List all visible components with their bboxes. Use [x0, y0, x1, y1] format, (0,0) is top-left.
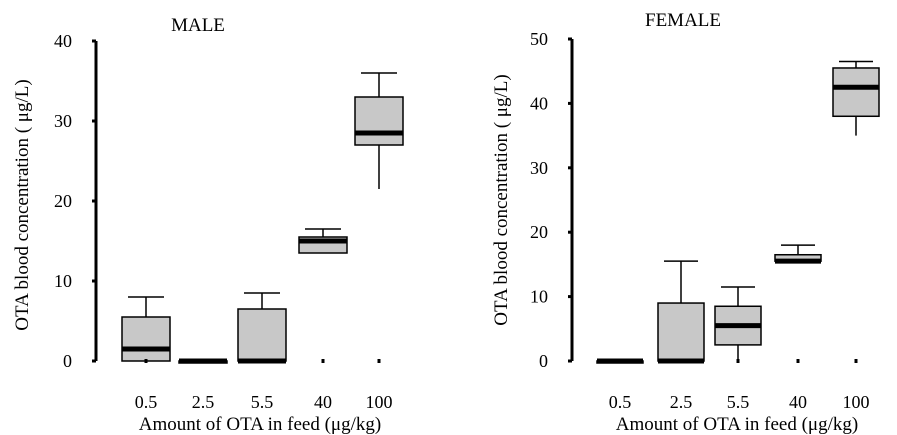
y-axis: 0 10 20 30 40 50	[530, 29, 574, 371]
x-tick-labels: 0.5 2.5 5.5 40 100	[609, 359, 870, 412]
x-tick-label: 0.5	[135, 392, 158, 412]
chart-title: MALE	[171, 15, 225, 36]
box-100	[354, 72, 404, 189]
male-panel: MALE OTA blood concentration ( μg/L) Amo…	[12, 15, 404, 435]
y-axis-label: OTA blood concentration ( μg/L)	[491, 74, 512, 325]
box-body	[657, 302, 705, 362]
box-2.5	[657, 260, 705, 364]
box-100	[832, 60, 880, 136]
female-panel: FEMALE OTA blood concentration ( μg/L) A…	[491, 10, 880, 435]
y-tick-label: 30	[54, 111, 72, 131]
x-tick-label: 5.5	[727, 392, 750, 412]
x-axis-label: Amount of OTA in feed (μg/kg)	[139, 414, 381, 435]
y-tick-label: 10	[530, 287, 548, 307]
x-tick-label: 100	[843, 392, 870, 412]
y-tick-label: 0	[63, 351, 72, 371]
box-5.5	[237, 292, 287, 364]
x-tick-label: 100	[366, 392, 393, 412]
y-tick-label: 20	[54, 191, 72, 211]
y-tick-label: 30	[530, 158, 548, 178]
x-tick-labels: 0.5 2.5 5.5 40 100	[135, 359, 393, 412]
y-tick-label: 40	[530, 93, 548, 113]
box-body	[354, 96, 404, 146]
y-axis: 0 10 20 30 40	[54, 31, 98, 371]
x-axis-label: Amount of OTA in feed (μg/kg)	[616, 414, 858, 435]
box-plots	[121, 72, 404, 364]
y-tick-label: 20	[530, 222, 548, 242]
x-tick-label: 2.5	[192, 392, 215, 412]
x-tick-label: 40	[789, 392, 807, 412]
box-0.5	[121, 296, 171, 362]
box-body	[237, 308, 287, 362]
box-40	[774, 244, 822, 264]
box-40	[298, 228, 348, 254]
chart-title: FEMALE	[645, 10, 721, 31]
y-tick-label: 40	[54, 31, 72, 51]
box-plots	[596, 60, 880, 364]
box-body	[832, 67, 880, 118]
y-tick-label: 0	[539, 351, 548, 371]
x-tick-label: 0.5	[609, 392, 632, 412]
x-tick-label: 2.5	[670, 392, 693, 412]
y-tick-label: 50	[530, 29, 548, 49]
box-5.5	[714, 286, 762, 361]
x-tick-label: 5.5	[251, 392, 274, 412]
y-axis-label: OTA blood concentration ( μg/L)	[12, 79, 33, 330]
x-tick-label: 40	[314, 392, 332, 412]
y-tick-label: 10	[54, 271, 72, 291]
box-body	[121, 316, 171, 362]
